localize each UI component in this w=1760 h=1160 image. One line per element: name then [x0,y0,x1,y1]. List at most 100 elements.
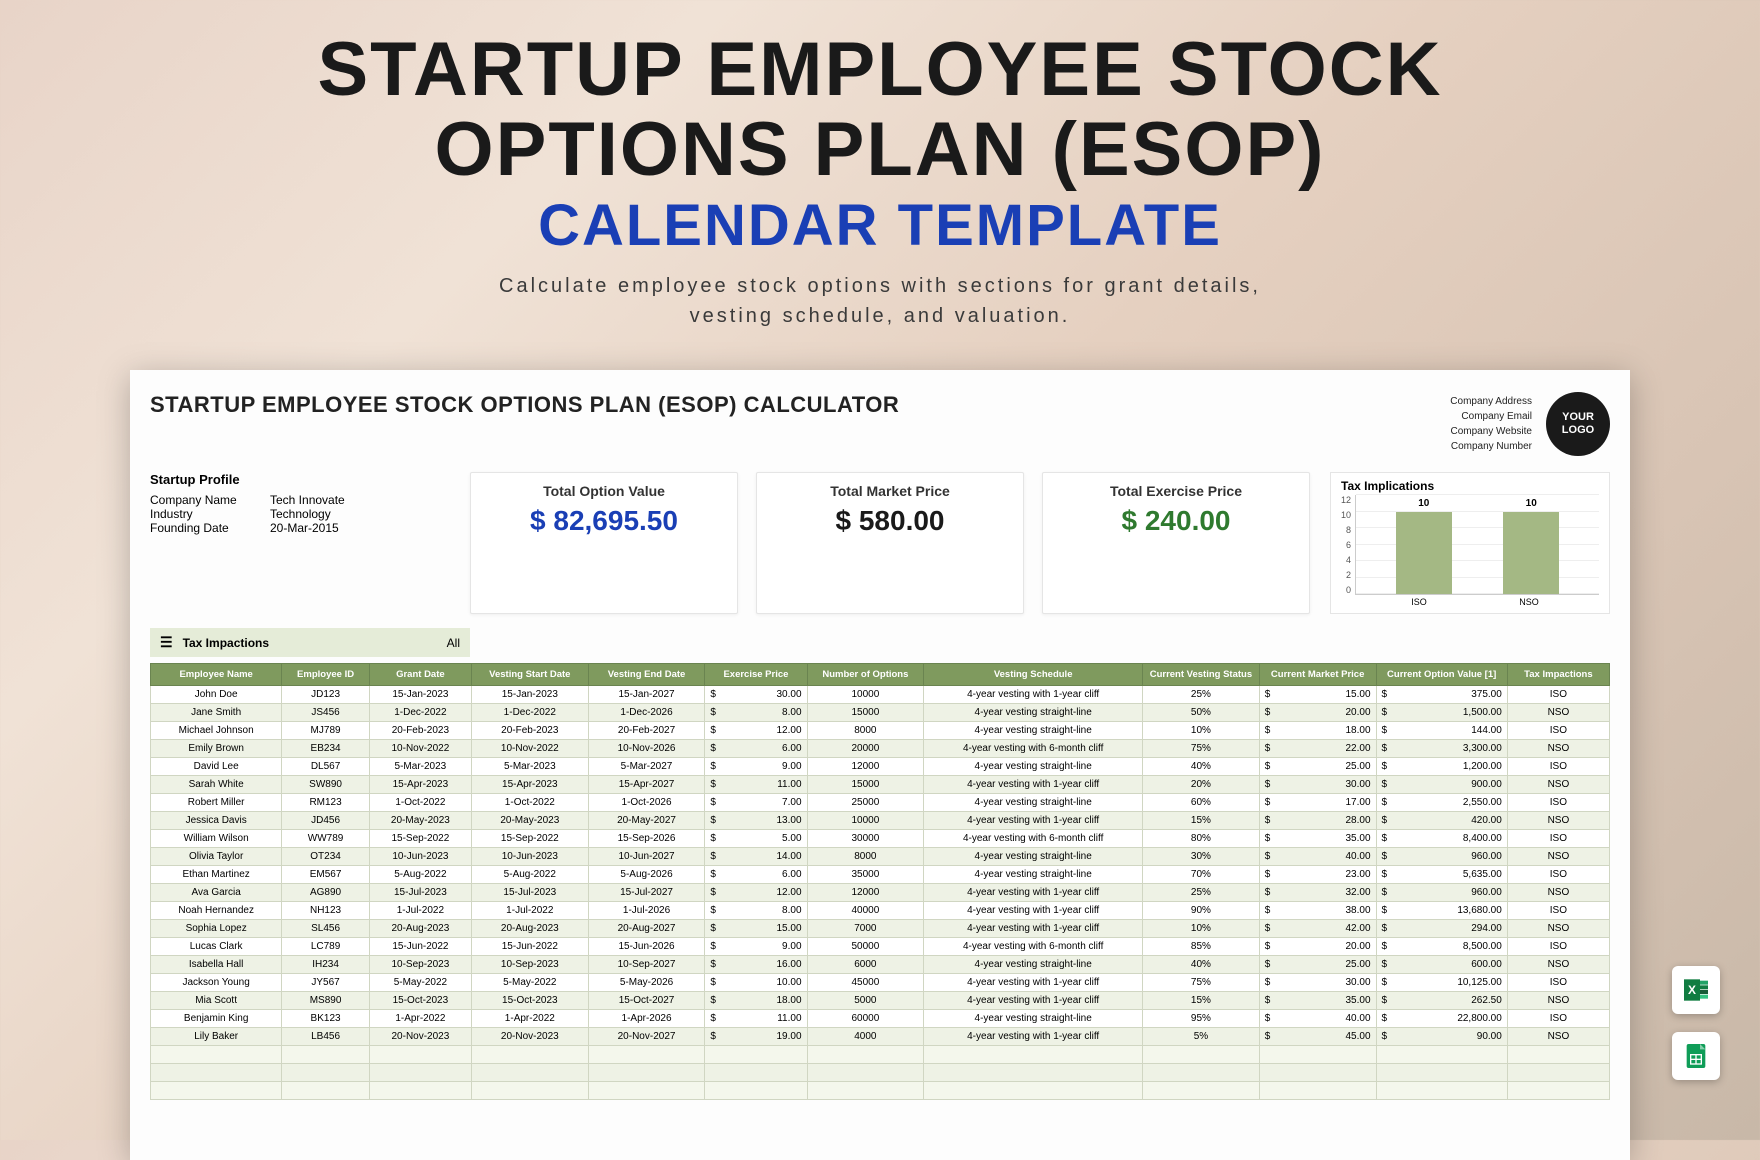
table-cell: $1,500.00 [1376,704,1507,722]
table-row: Ethan MartinezEM5675-Aug-20225-Aug-20225… [151,866,1610,884]
profile-row: IndustryTechnology [150,507,450,521]
table-header-cell: Employee Name [151,664,282,686]
table-cell: 7000 [807,920,924,938]
table-cell: $960.00 [1376,848,1507,866]
table-cell: 15000 [807,704,924,722]
table-cell: BK123 [282,1010,370,1028]
table-cell: $30.00 [1259,776,1376,794]
table-cell: 4-year vesting straight-line [924,866,1143,884]
table-cell: $90.00 [1376,1028,1507,1046]
table-cell: 4-year vesting with 6-month cliff [924,740,1143,758]
table-cell: JY567 [282,974,370,992]
table-cell: NSO [1507,956,1609,974]
table-cell: 15-Jun-2026 [588,938,705,956]
table-row: Emily BrownEB23410-Nov-202210-Nov-202210… [151,740,1610,758]
table-header-cell: Current Option Value [1] [1376,664,1507,686]
table-row: Mia ScottMS89015-Oct-202315-Oct-202315-O… [151,992,1610,1010]
metric-card: Total Exercise Price$ 240.00 [1042,472,1310,614]
table-cell: $14.00 [705,848,807,866]
table-cell: $9.00 [705,938,807,956]
table-cell: 5000 [807,992,924,1010]
table-cell: 4-year vesting with 1-year cliff [924,974,1143,992]
table-cell: ISO [1507,830,1609,848]
table-cell: $11.00 [705,1010,807,1028]
bar-value-label: 10 [1503,498,1559,509]
table-cell: 5-May-2022 [369,974,471,992]
table-cell: ISO [1507,722,1609,740]
table-cell: JS456 [282,704,370,722]
table-cell: 1-Apr-2022 [471,1010,588,1028]
table-cell: 75% [1143,974,1260,992]
table-cell: Lucas Clark [151,938,282,956]
page-title-sub: CALENDAR TEMPLATE [0,192,1760,259]
table-cell: $6.00 [705,866,807,884]
table-cell: John Doe [151,686,282,704]
table-cell: 15-Jul-2023 [471,884,588,902]
table-cell: 15-Oct-2023 [471,992,588,1010]
table-cell: NSO [1507,992,1609,1010]
table-cell: 10% [1143,920,1260,938]
table-cell: 8000 [807,848,924,866]
x-tick-label: ISO [1411,597,1427,607]
table-cell: Jane Smith [151,704,282,722]
table-cell: $262.50 [1376,992,1507,1010]
tax-implications-chart: Tax Implications 121086420 1010 ISONSO [1330,472,1610,614]
table-cell: 10% [1143,722,1260,740]
table-cell: $28.00 [1259,812,1376,830]
table-cell: 20-Nov-2023 [369,1028,471,1046]
table-cell: 15-Jul-2027 [588,884,705,902]
table-header-cell: Current Market Price [1259,664,1376,686]
table-cell: 15-Sep-2022 [369,830,471,848]
table-cell: 4-year vesting straight-line [924,758,1143,776]
table-cell: WW789 [282,830,370,848]
table-cell: 50% [1143,704,1260,722]
table-cell: SW890 [282,776,370,794]
table-cell: 4-year vesting with 1-year cliff [924,902,1143,920]
table-cell: $8.00 [705,704,807,722]
table-cell: $30.00 [705,686,807,704]
table-cell: $40.00 [1259,848,1376,866]
table-row: David LeeDL5675-Mar-20235-Mar-20235-Mar-… [151,758,1610,776]
table-cell: 4-year vesting with 1-year cliff [924,686,1143,704]
table-cell: $17.00 [1259,794,1376,812]
table-row: Jane SmithJS4561-Dec-20221-Dec-20221-Dec… [151,704,1610,722]
table-cell: $13,680.00 [1376,902,1507,920]
table-cell: $12.00 [705,884,807,902]
table-row: Benjamin KingBK1231-Apr-20221-Apr-20221-… [151,1010,1610,1028]
table-cell: 10-Sep-2027 [588,956,705,974]
chart-title: Tax Implications [1341,479,1599,493]
table-cell: NSO [1507,704,1609,722]
table-cell: $8,500.00 [1376,938,1507,956]
table-cell: $23.00 [1259,866,1376,884]
startup-profile: Startup Profile Company NameTech Innovat… [150,472,450,614]
table-cell: 15-Sep-2026 [588,830,705,848]
table-cell: 4-year vesting straight-line [924,794,1143,812]
table-cell: $42.00 [1259,920,1376,938]
table-cell: NSO [1507,1028,1609,1046]
table-cell: $19.00 [705,1028,807,1046]
table-cell: $15.00 [705,920,807,938]
table-cell: JD123 [282,686,370,704]
table-cell: 5% [1143,1028,1260,1046]
table-cell: $10,125.00 [1376,974,1507,992]
table-cell: 15-Oct-2023 [369,992,471,1010]
logo-placeholder: YOUR LOGO [1546,392,1610,456]
table-cell: 25% [1143,884,1260,902]
table-cell: 95% [1143,1010,1260,1028]
table-cell: $18.00 [1259,722,1376,740]
filter-tax-impactions[interactable]: ☰ Tax Impactions All [150,628,470,657]
table-cell: 20-Feb-2023 [471,722,588,740]
table-row: Sarah WhiteSW89015-Apr-202315-Apr-202315… [151,776,1610,794]
table-cell: $900.00 [1376,776,1507,794]
table-cell: 80% [1143,830,1260,848]
table-header-cell: Exercise Price [705,664,807,686]
table-cell: ISO [1507,974,1609,992]
bar-value-label: 10 [1396,498,1452,509]
table-cell: RM123 [282,794,370,812]
table-cell: 12000 [807,758,924,776]
table-cell: $38.00 [1259,902,1376,920]
table-cell: $8,400.00 [1376,830,1507,848]
table-cell: EB234 [282,740,370,758]
table-cell: $22.00 [1259,740,1376,758]
table-cell: $30.00 [1259,974,1376,992]
